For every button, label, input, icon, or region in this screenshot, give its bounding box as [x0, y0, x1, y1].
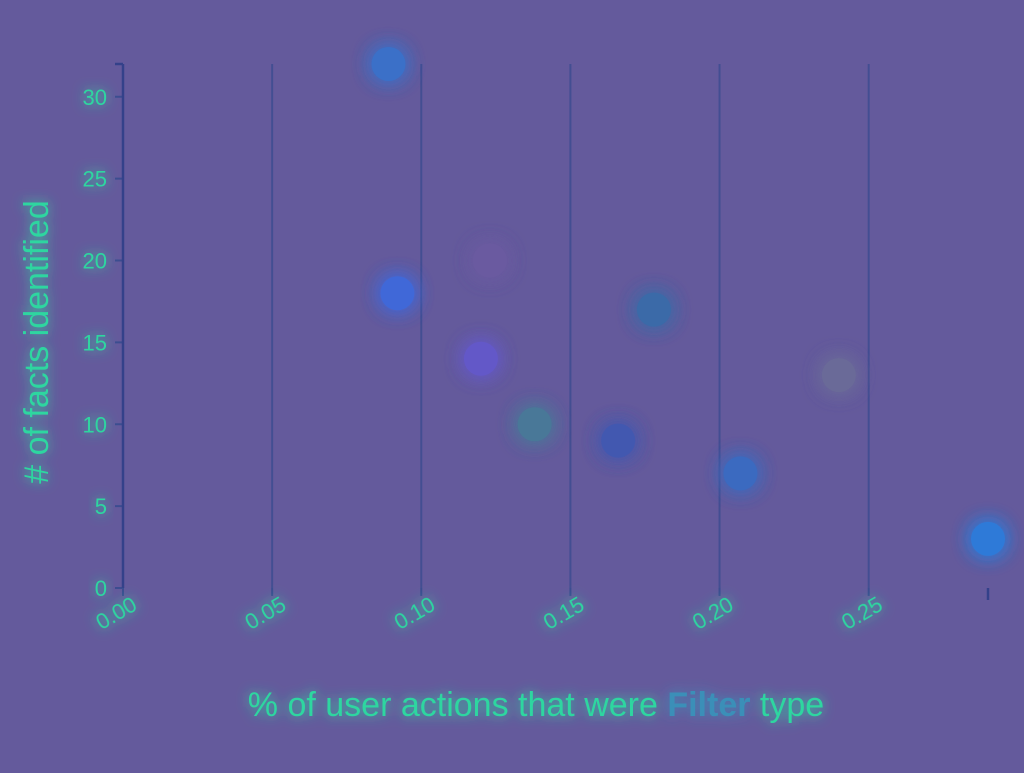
scatter-point — [517, 407, 552, 442]
scatter-point — [636, 292, 671, 327]
x-tick-label: 0.10 — [390, 592, 440, 635]
x-axis-label-bold-part: Filter — [667, 686, 750, 724]
scatter-point — [821, 358, 856, 393]
scatter-point — [723, 456, 758, 491]
scatter-point — [971, 521, 1005, 556]
x-tick-label: 0.15 — [539, 592, 589, 635]
scatter-point — [472, 243, 507, 278]
x-axis-label: % of user actions that were Filter type — [248, 686, 824, 724]
y-tick-label: 25 — [83, 167, 107, 192]
grid-lines — [123, 64, 988, 588]
y-tick-label: 10 — [83, 412, 107, 437]
y-tick-label: 0 — [95, 576, 107, 601]
y-tick-label: 30 — [83, 85, 107, 110]
y-axis-label: # of facts identified — [18, 200, 56, 484]
x-tick-label: 0.05 — [241, 592, 291, 635]
scatter-point — [380, 276, 415, 311]
scatter-point — [463, 341, 498, 376]
x-axis-label-part: % of user actions that were — [248, 686, 668, 724]
y-tick-label: 20 — [83, 249, 107, 274]
x-tick-label: 0.25 — [837, 592, 887, 635]
axis-titles: # of facts identified % of user actions … — [18, 200, 824, 724]
axes — [115, 62, 990, 600]
y-tick-label: 5 — [95, 494, 107, 519]
x-tick-label: 0.20 — [688, 592, 738, 635]
scatter-point — [371, 47, 406, 81]
x-axis-label-part: type — [750, 686, 824, 724]
y-tick-label: 15 — [83, 330, 107, 355]
data-points — [371, 47, 1005, 556]
scatter-point — [601, 423, 636, 458]
